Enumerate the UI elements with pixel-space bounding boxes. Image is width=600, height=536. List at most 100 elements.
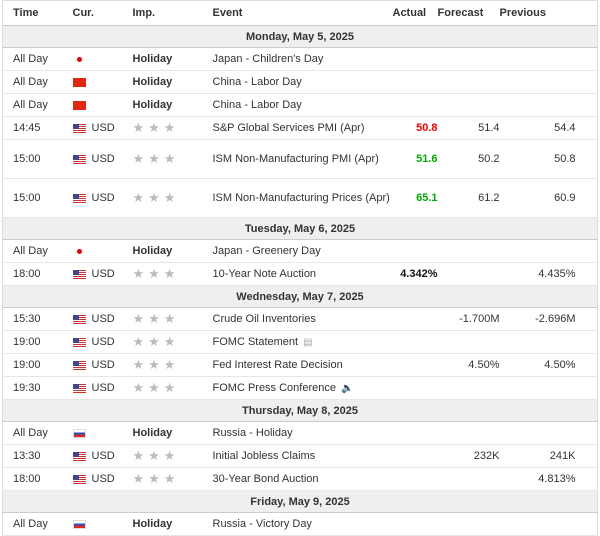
importance-stars: ★★★ (132, 116, 213, 140)
event-name[interactable]: FOMC Statement ▤ (212, 330, 393, 354)
event-actual: 51.6 (392, 139, 438, 179)
event-name[interactable]: FOMC Press Conference 🔈 (212, 376, 393, 400)
event-actual (392, 330, 438, 354)
flag-us-icon (72, 269, 86, 279)
importance-stars-text: ★★★ (132, 120, 180, 135)
event-previous-text: 4.50% (544, 359, 576, 371)
col-actual[interactable]: Actual (392, 0, 438, 26)
event-name-text: Initial Jobless Claims (212, 449, 316, 462)
col-previous[interactable]: Previous (499, 0, 576, 26)
event-actual: 4.342% (392, 262, 438, 286)
date-header-row: Tuesday, May 6, 2025 (2, 217, 598, 240)
event-name[interactable]: ISM Non-Manufacturing PMI (Apr) (212, 139, 393, 179)
event-row[interactable]: 13:30 USD ★★★ Initial Jobless Claims 232K 241… (2, 444, 598, 468)
event-name[interactable]: 10-Year Note Auction (212, 262, 393, 286)
document-icon[interactable]: ▤ (303, 336, 313, 348)
row-spacer (575, 467, 598, 491)
event-row[interactable]: 15:00 USD ★★★ ISM Non-Manufacturing Prices … (2, 178, 598, 218)
event-actual-text: 4.342% (400, 268, 438, 280)
event-row[interactable]: 19:00 USD ★★★ Fed Interest Rate Decision 4.5… (2, 353, 598, 377)
event-time: 19:00 (2, 330, 73, 354)
row-spacer (575, 139, 598, 179)
flag-us-icon (72, 314, 86, 324)
row-spacer (575, 262, 598, 286)
event-name[interactable]: ISM Non-Manufacturing Prices (Apr) (212, 178, 393, 218)
event-previous (499, 376, 576, 400)
event-name-text: Japan - Greenery Day (212, 244, 321, 257)
currency-code: USD (91, 382, 115, 394)
event-name[interactable]: China - Labor Day (212, 93, 393, 117)
col-event[interactable]: Event (212, 0, 393, 26)
date-header-row: Wednesday, May 7, 2025 (2, 285, 598, 308)
currency-code: USD (91, 336, 115, 348)
event-forecast (437, 262, 500, 286)
event-row[interactable]: All Day Holiday Russia - Victory Day (2, 512, 598, 536)
col-forecast[interactable]: Forecast (437, 0, 500, 26)
event-previous: 241K (499, 444, 576, 468)
event-forecast: 232K (437, 444, 500, 468)
event-forecast-text: 232K (473, 450, 500, 462)
event-row[interactable]: 18:00 USD ★★★ 10-Year Note Auction 4.342% 4.4… (2, 262, 598, 286)
row-spacer (575, 444, 598, 468)
col-time[interactable]: Time (2, 0, 73, 26)
event-row[interactable]: 19:30 USD ★★★ FOMC Press Conference 🔈 (2, 376, 598, 400)
event-name-text: ISM Non-Manufacturing PMI (Apr) (212, 152, 379, 165)
event-row[interactable]: All Day Holiday China - Labor Day (2, 70, 598, 94)
event-row[interactable]: All Day Holiday China - Labor Day (2, 93, 598, 117)
col-currency[interactable]: Cur. (72, 0, 133, 26)
event-name[interactable]: Fed Interest Rate Decision (212, 353, 393, 377)
event-previous: 60.9 (499, 178, 576, 218)
event-row[interactable]: All Day Holiday Russia - Holiday (2, 421, 598, 445)
event-time-text: All Day (13, 427, 48, 439)
event-forecast-text: 51.4 (478, 122, 500, 134)
event-time: All Day (2, 93, 73, 117)
event-actual-text: 51.6 (416, 153, 438, 165)
event-actual (392, 376, 438, 400)
event-row[interactable]: 15:00 USD ★★★ ISM Non-Manufacturing PMI (Ap… (2, 139, 598, 179)
importance-holiday-text: Holiday (132, 99, 173, 111)
event-previous (499, 93, 576, 117)
currency-code: USD (91, 473, 115, 485)
col-importance[interactable]: Imp. (132, 0, 213, 26)
event-name[interactable]: Russia - Victory Day (212, 512, 393, 536)
event-name[interactable]: Japan - Greenery Day (212, 239, 393, 263)
event-forecast (437, 239, 500, 263)
row-spacer (575, 178, 598, 218)
row-spacer (575, 70, 598, 94)
event-name[interactable]: China - Labor Day (212, 70, 393, 94)
event-actual: 50.8 (392, 116, 438, 140)
event-time: All Day (2, 70, 73, 94)
event-currency: USD (72, 353, 133, 377)
event-previous-text: 60.9 (554, 192, 576, 204)
event-name[interactable]: Initial Jobless Claims (212, 444, 393, 468)
event-name-text: FOMC Press Conference (212, 381, 336, 394)
event-row[interactable]: All Day Holiday Japan - Greenery Day (2, 239, 598, 263)
importance-holiday-text: Holiday (132, 427, 173, 439)
event-name[interactable]: Russia - Holiday (212, 421, 393, 445)
event-name[interactable]: S&P Global Services PMI (Apr) (212, 116, 393, 140)
event-forecast (437, 421, 500, 445)
event-previous-text: 50.8 (554, 153, 576, 165)
event-previous-text: 4.435% (538, 268, 576, 280)
event-name[interactable]: Crude Oil Inventories (212, 307, 393, 331)
event-forecast: -1.700M (437, 307, 500, 331)
row-spacer (575, 353, 598, 377)
speaker-icon[interactable]: 🔈 (340, 382, 354, 394)
event-row[interactable]: 19:00 USD ★★★ FOMC Statement ▤ (2, 330, 598, 354)
currency-code: USD (91, 153, 115, 165)
event-row[interactable]: 15:30 USD ★★★ Crude Oil Inventories -1.700M -… (2, 307, 598, 331)
event-time-text: 14:45 (13, 122, 41, 134)
event-row[interactable]: 14:45 USD ★★★ S&P Global Services PMI (Apr)… (2, 116, 598, 140)
date-header-row: Thursday, May 8, 2025 (2, 399, 598, 422)
row-spacer (575, 512, 598, 536)
flag-us-icon (72, 337, 86, 347)
event-name[interactable]: Japan - Children's Day (212, 47, 393, 71)
importance-stars-text: ★★★ (132, 471, 180, 486)
importance-stars: ★★★ (132, 139, 213, 179)
event-time-text: 13:30 (13, 450, 41, 462)
row-spacer (575, 421, 598, 445)
event-row[interactable]: 18:00 USD ★★★ 30-Year Bond Auction 4.813% (2, 467, 598, 491)
event-row[interactable]: All Day Holiday Japan - Children's Day (2, 47, 598, 71)
row-spacer (575, 307, 598, 331)
event-name[interactable]: 30-Year Bond Auction (212, 467, 393, 491)
